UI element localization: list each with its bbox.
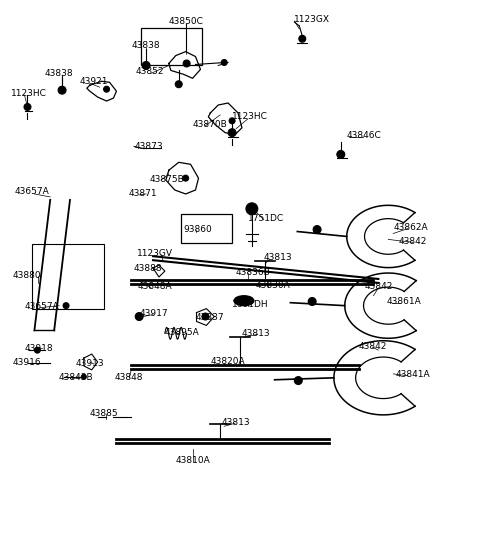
Circle shape [299, 35, 306, 42]
Circle shape [313, 225, 321, 234]
Text: 43880: 43880 [12, 272, 41, 280]
Text: 43813: 43813 [242, 329, 271, 338]
Text: 43861A: 43861A [386, 297, 421, 306]
Circle shape [183, 60, 190, 67]
Bar [33, 244, 104, 309]
Circle shape [294, 377, 302, 385]
Text: 43810A: 43810A [175, 456, 210, 466]
Text: 43875B: 43875B [149, 175, 184, 183]
Text: 43921: 43921 [80, 77, 108, 86]
Text: 43837: 43837 [195, 313, 224, 322]
Text: 1123GX: 1123GX [294, 14, 330, 24]
Text: 43913: 43913 [76, 359, 105, 369]
Circle shape [229, 118, 235, 124]
Circle shape [81, 374, 86, 379]
Text: 43862A: 43862A [393, 223, 428, 232]
Circle shape [246, 203, 258, 215]
Text: 43657A: 43657A [14, 187, 49, 197]
Text: 43895A: 43895A [165, 328, 200, 337]
Circle shape [104, 86, 109, 92]
Text: 43852: 43852 [135, 67, 164, 76]
Text: 43848: 43848 [114, 373, 143, 382]
Text: 43842: 43842 [398, 237, 427, 246]
Ellipse shape [234, 296, 254, 306]
Text: 43850C: 43850C [168, 18, 203, 26]
Text: 43838: 43838 [44, 69, 73, 78]
Text: 1751DC: 1751DC [248, 214, 284, 223]
Text: 43846C: 43846C [347, 131, 382, 140]
Text: 43813: 43813 [221, 418, 250, 427]
Text: 43885: 43885 [90, 409, 119, 418]
Text: 43917: 43917 [139, 309, 168, 318]
Text: 43870B: 43870B [192, 120, 228, 129]
Text: 43813: 43813 [264, 253, 292, 262]
Text: 43888: 43888 [133, 263, 162, 273]
Circle shape [202, 313, 209, 320]
Text: 1123HC: 1123HC [11, 89, 47, 98]
Circle shape [58, 86, 66, 94]
Circle shape [221, 60, 227, 66]
Text: 43871: 43871 [128, 190, 157, 198]
Circle shape [337, 150, 345, 158]
Text: 43830A: 43830A [256, 282, 290, 290]
Text: 43820A: 43820A [210, 358, 245, 366]
Text: 1123GV: 1123GV [137, 249, 173, 258]
Text: 43843B: 43843B [58, 373, 93, 382]
Text: 1123HC: 1123HC [232, 112, 268, 121]
Text: 43873: 43873 [134, 142, 163, 151]
Text: 43842: 43842 [364, 282, 393, 291]
Circle shape [63, 302, 69, 309]
Text: 43841A: 43841A [395, 370, 430, 379]
Text: 43848A: 43848A [137, 282, 172, 291]
Bar [180, 214, 232, 244]
Text: 1601DH: 1601DH [232, 300, 269, 309]
Circle shape [35, 347, 40, 353]
Circle shape [175, 81, 182, 88]
Circle shape [135, 312, 143, 321]
Circle shape [24, 104, 31, 110]
Bar [141, 28, 203, 66]
Circle shape [308, 298, 316, 305]
Circle shape [228, 129, 236, 137]
Circle shape [183, 175, 189, 181]
Text: 43657A: 43657A [24, 302, 59, 311]
Circle shape [142, 62, 150, 69]
Text: 43918: 43918 [24, 344, 53, 353]
Text: 43916: 43916 [12, 359, 41, 368]
Text: 43836B: 43836B [236, 268, 271, 277]
Text: 93860: 93860 [184, 225, 213, 234]
Text: 43838: 43838 [132, 41, 160, 50]
Text: 43842: 43842 [359, 342, 387, 350]
